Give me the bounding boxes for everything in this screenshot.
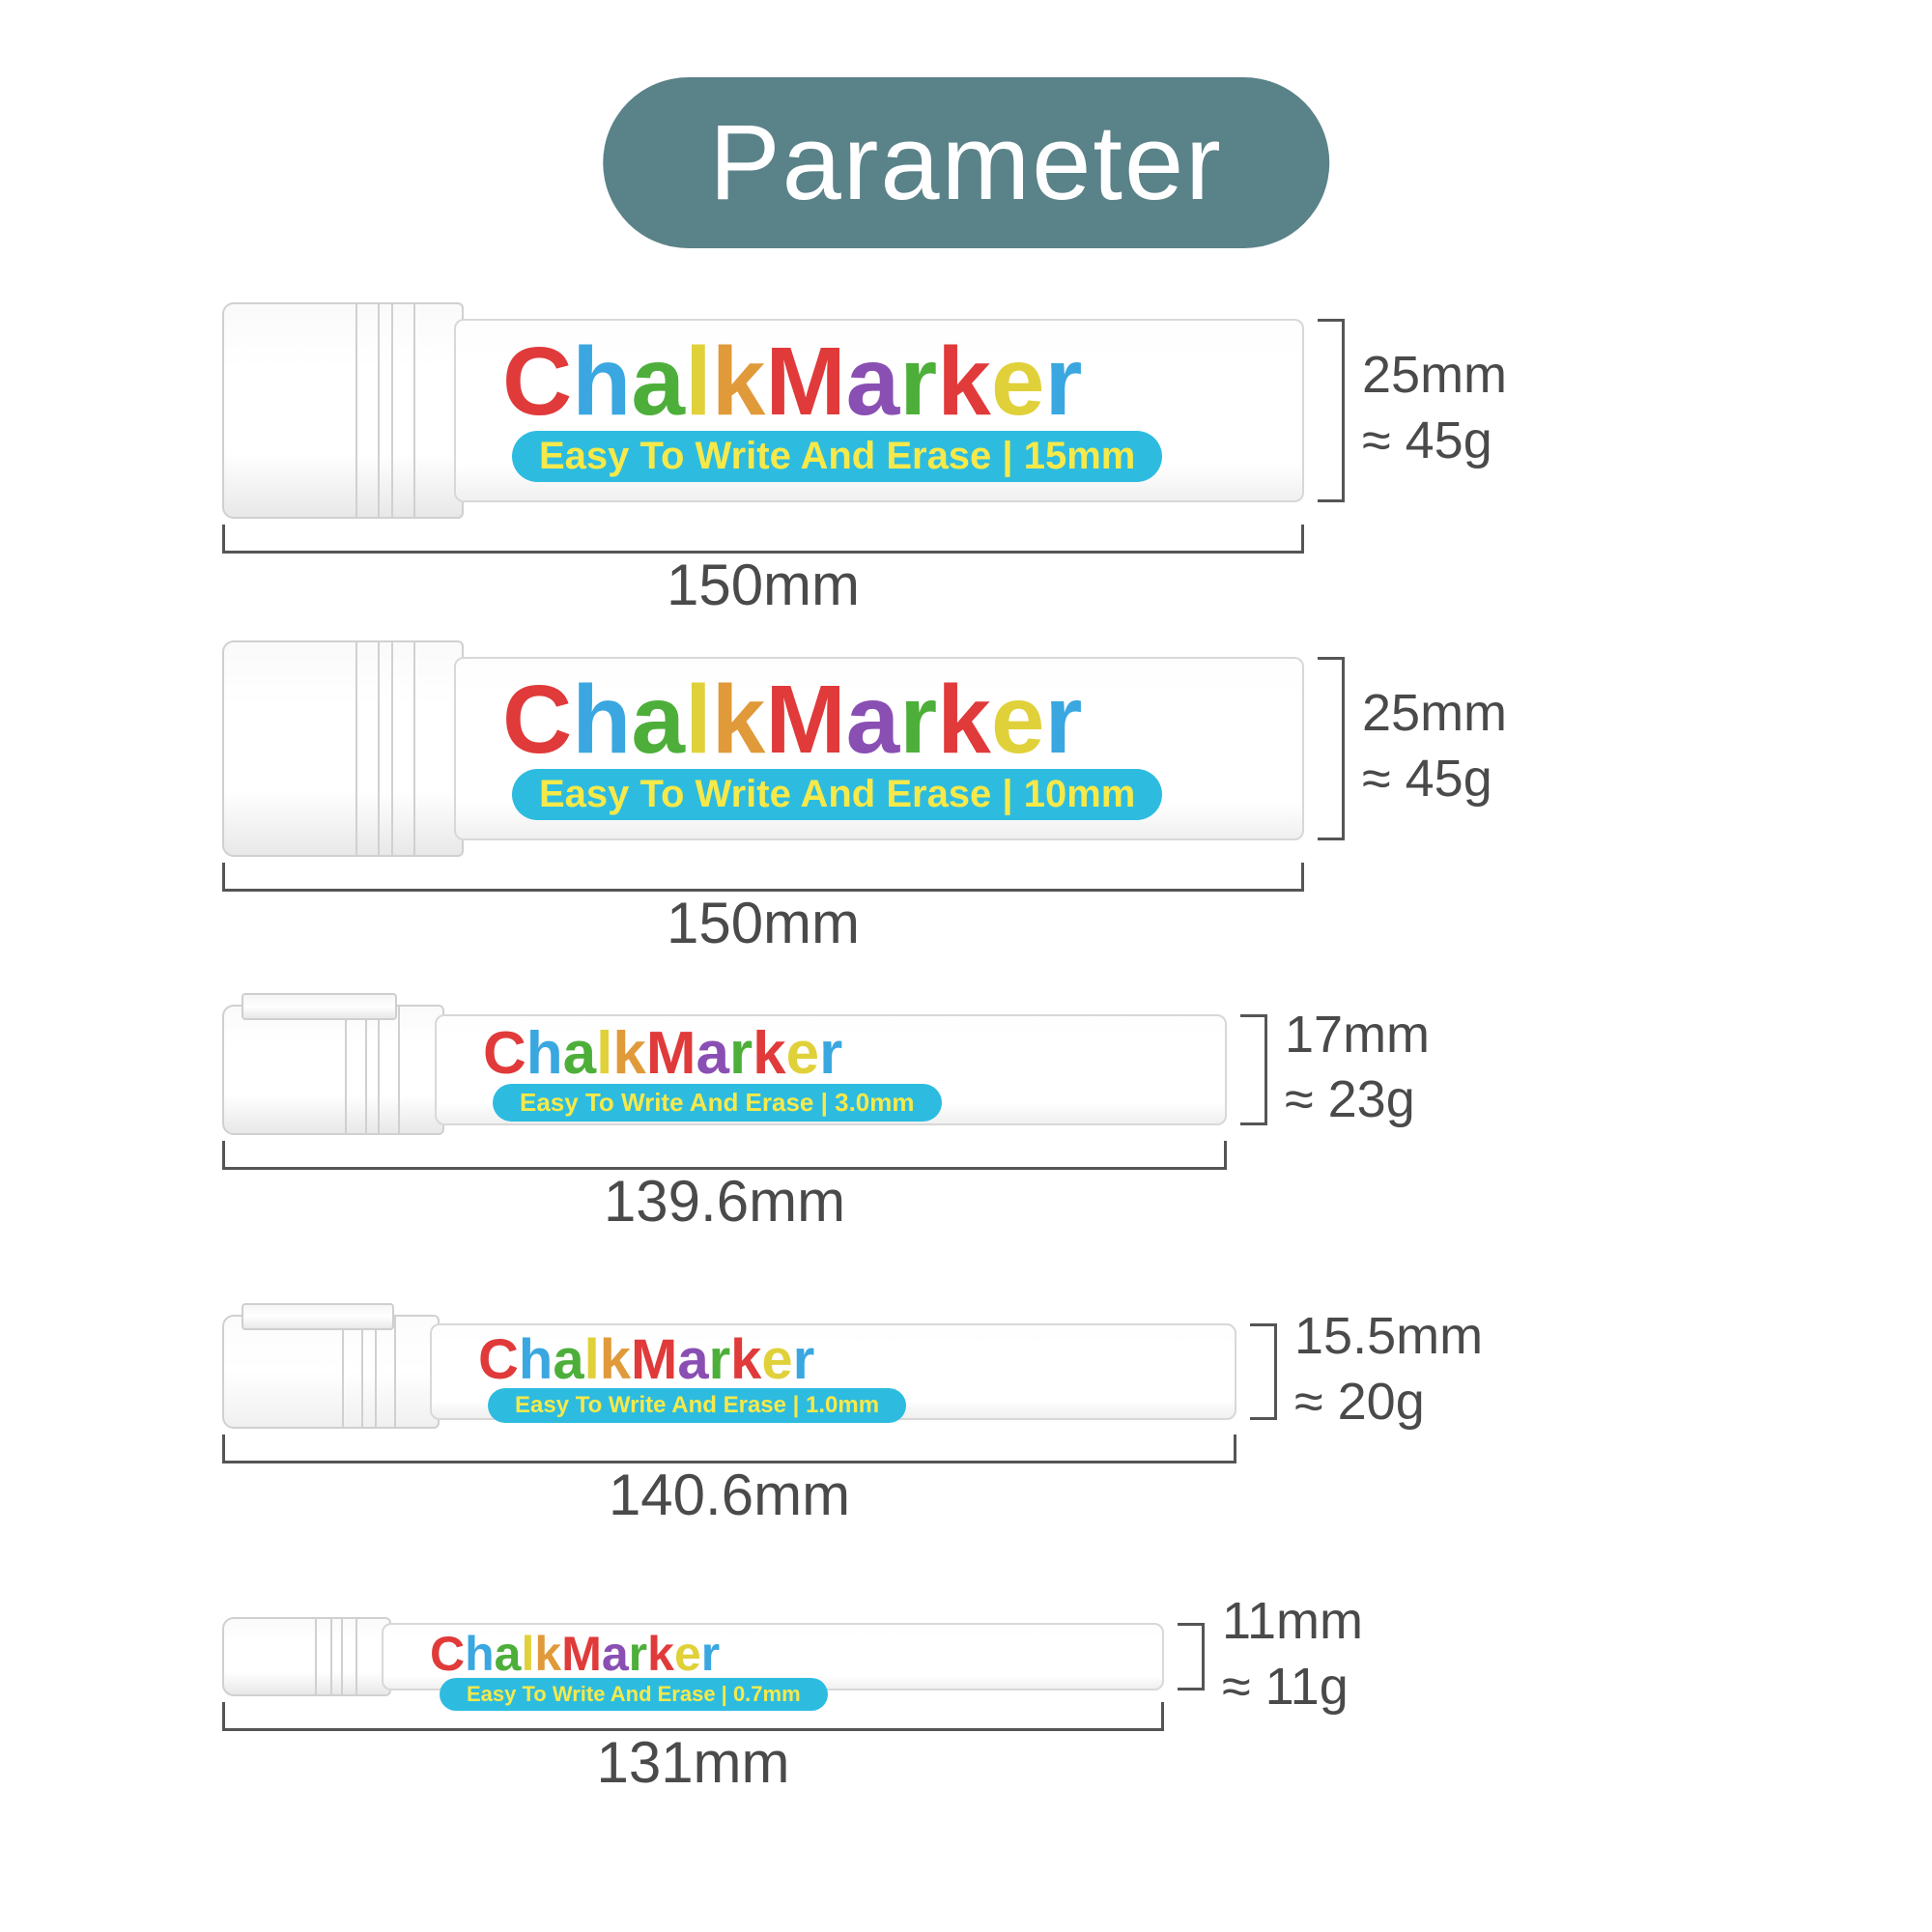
pen-clip — [242, 1303, 394, 1330]
thickness-weight-label: 25mm ≈ 45g — [1362, 681, 1507, 811]
length-label: 139.6mm — [531, 1168, 918, 1235]
cap-band — [355, 302, 380, 519]
brand-label: Chalk Marker — [483, 1019, 842, 1088]
brand-label: Chalk Marker — [502, 665, 1082, 776]
brand-label: Chalk Marker — [478, 1327, 814, 1392]
weight-value: ≈ 11g — [1222, 1658, 1349, 1716]
marker-cap — [222, 1315, 440, 1429]
marker-cap — [222, 302, 464, 519]
cap-band — [342, 1315, 364, 1429]
thickness-value: 25mm — [1362, 346, 1507, 404]
thickness-bracket — [1178, 1623, 1205, 1690]
thickness-value: 11mm — [1222, 1592, 1363, 1650]
marker-cap — [222, 1005, 444, 1135]
thickness-value: 17mm — [1285, 1006, 1430, 1064]
thickness-weight-label: 15.5mm ≈ 20g — [1294, 1304, 1483, 1435]
thickness-bracket — [1318, 319, 1345, 502]
weight-value: ≈ 45g — [1362, 412, 1492, 469]
thickness-value: 25mm — [1362, 684, 1507, 742]
length-bracket — [222, 525, 1304, 554]
cap-band — [315, 1617, 332, 1696]
thickness-weight-label: 17mm ≈ 23g — [1285, 1003, 1430, 1133]
brand-label: Chalk Marker — [430, 1626, 720, 1682]
cap-band — [341, 1617, 358, 1696]
thickness-bracket — [1250, 1323, 1277, 1420]
length-bracket — [222, 1435, 1236, 1463]
pen-clip — [242, 993, 397, 1020]
weight-value: ≈ 20g — [1294, 1373, 1425, 1431]
thickness-weight-label: 25mm ≈ 45g — [1362, 343, 1507, 473]
thickness-value: 15.5mm — [1294, 1307, 1483, 1365]
cap-band — [391, 640, 415, 857]
length-label: 150mm — [570, 552, 956, 618]
thickness-weight-label: 11mm ≈ 11g — [1222, 1589, 1363, 1719]
weight-value: ≈ 23g — [1285, 1070, 1415, 1128]
cap-band — [355, 640, 380, 857]
length-bracket — [222, 1702, 1164, 1731]
cap-band — [391, 302, 415, 519]
thickness-bracket — [1240, 1014, 1267, 1125]
cap-band — [375, 1315, 397, 1429]
marker-cap — [222, 1617, 391, 1696]
tagline-pill: Easy To Write And Erase | 10mm — [512, 769, 1162, 820]
tagline-pill: Easy To Write And Erase | 15mm — [512, 431, 1162, 482]
thickness-bracket — [1318, 657, 1345, 840]
tagline-pill: Easy To Write And Erase | 3.0mm — [493, 1084, 942, 1122]
weight-value: ≈ 45g — [1362, 750, 1492, 808]
length-bracket — [222, 863, 1304, 892]
title-text: Parameter — [709, 103, 1223, 222]
length-label: 150mm — [570, 890, 956, 956]
length-label: 140.6mm — [536, 1462, 923, 1528]
cap-band — [378, 1005, 400, 1135]
brand-label: Chalk Marker — [502, 327, 1082, 438]
title-pill: Parameter — [603, 77, 1329, 248]
length-bracket — [222, 1141, 1227, 1170]
marker-cap — [222, 640, 464, 857]
tagline-pill: Easy To Write And Erase | 1.0mm — [488, 1388, 906, 1423]
cap-band — [345, 1005, 367, 1135]
length-label: 131mm — [500, 1729, 887, 1796]
